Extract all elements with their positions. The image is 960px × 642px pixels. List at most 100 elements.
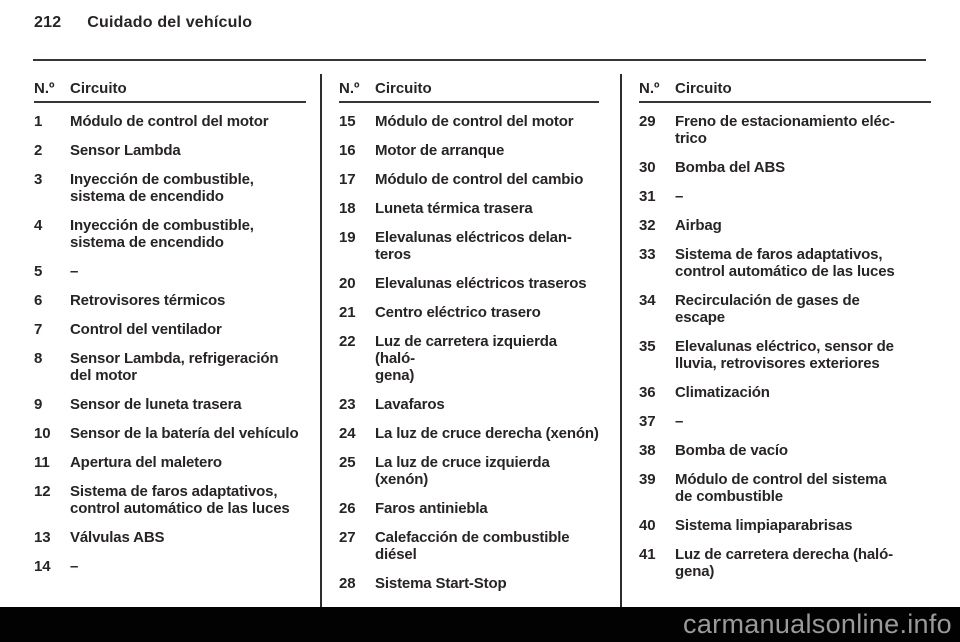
- fuse-rows: 1 Módulo de control del motor 2 Sensor Lamb…: [34, 113, 306, 575]
- fuse-row: 7 Control del ventilador: [34, 321, 306, 338]
- fuse-circuit: Motor de arranque: [375, 142, 505, 159]
- fuse-circuit: Módulo de control del motor: [70, 113, 269, 130]
- fuse-circuit: Bomba del ABS: [675, 159, 786, 176]
- page-header: 212 Cuidado del vehículo: [34, 14, 252, 32]
- fuse-row: 23 Lavafaros: [339, 396, 599, 413]
- fuse-circuit: Inyección de combustible, sistema de enc…: [70, 171, 254, 205]
- fuse-number: 38: [639, 442, 656, 459]
- column-header-circuit: Circuito: [675, 80, 732, 97]
- column-divider: [620, 74, 622, 611]
- fuse-number: 23: [339, 396, 356, 413]
- fuse-number: 9: [34, 396, 43, 413]
- fuse-row: 34 Recirculación de gases de escape: [639, 292, 931, 326]
- fuse-row: 16 Motor de arranque: [339, 142, 599, 159]
- fuse-number: 22: [339, 333, 356, 350]
- fuse-number: 24: [339, 425, 356, 442]
- fuse-table-column-2: N.º Circuito 15 Módulo de control del mot…: [339, 80, 599, 604]
- fuse-circuit: Airbag: [675, 217, 722, 234]
- fuse-row: 29 Freno de estacionamiento eléc- trico: [639, 113, 931, 147]
- fuse-row: 36 Climatización: [639, 384, 931, 401]
- fuse-row: 10 Sensor de la batería del vehículo: [34, 425, 306, 442]
- fuse-rows: 29 Freno de estacionamiento eléc- trico 30…: [639, 113, 931, 580]
- fuse-number: 21: [339, 304, 356, 321]
- fuse-number: 25: [339, 454, 356, 471]
- fuse-row: 39 Módulo de control del sistema de combu…: [639, 471, 931, 505]
- fuse-row: 28 Sistema Start-Stop: [339, 575, 599, 592]
- fuse-circuit: Sensor Lambda, refrigeración del motor: [70, 350, 279, 384]
- fuse-row: 19 Elevalunas eléctricos delan- teros: [339, 229, 599, 263]
- fuse-number: 3: [34, 171, 43, 188]
- fuse-number: 17: [339, 171, 356, 188]
- fuse-circuit: Recirculación de gases de escape: [675, 292, 860, 326]
- fuse-number: 18: [339, 200, 356, 217]
- fuse-circuit: –: [675, 413, 684, 430]
- fuse-row: 24 La luz de cruce derecha (xenón): [339, 425, 599, 442]
- column-header: N.º Circuito: [639, 80, 931, 97]
- fuse-circuit: Sistema de faros adaptativos, control au…: [675, 246, 895, 280]
- fuse-circuit: Sistema limpiaparabrisas: [675, 517, 853, 534]
- column-header-rule: [34, 101, 306, 103]
- fuse-number: 40: [639, 517, 656, 534]
- fuse-number: 33: [639, 246, 656, 263]
- fuse-row: 2 Sensor Lambda: [34, 142, 306, 159]
- fuse-number: 1: [34, 113, 43, 130]
- column-header-circuit: Circuito: [70, 80, 127, 97]
- fuse-number: 7: [34, 321, 43, 338]
- fuse-circuit: –: [70, 263, 79, 280]
- fuse-rows: 15 Módulo de control del motor 16 Motor de …: [339, 113, 599, 592]
- fuse-circuit: –: [70, 558, 79, 575]
- fuse-row: 33 Sistema de faros adaptativos, control …: [639, 246, 931, 280]
- fuse-number: 31: [639, 188, 656, 205]
- fuse-row: 9 Sensor de luneta trasera: [34, 396, 306, 413]
- fuse-circuit: Módulo de control del cambio: [375, 171, 584, 188]
- fuse-row: 41 Luz de carretera derecha (haló- gena): [639, 546, 931, 580]
- fuse-row: 22 Luz de carretera izquierda (haló- gena…: [339, 333, 599, 384]
- fuse-number: 36: [639, 384, 656, 401]
- fuse-number: 14: [34, 558, 51, 575]
- fuse-number: 10: [34, 425, 51, 442]
- fuse-circuit: Módulo de control del sistema de combust…: [675, 471, 887, 505]
- fuse-number: 20: [339, 275, 356, 292]
- fuse-number: 4: [34, 217, 43, 234]
- fuse-number: 8: [34, 350, 43, 367]
- fuse-circuit: La luz de cruce izquierda (xenón): [375, 454, 550, 488]
- fuse-number: 16: [339, 142, 356, 159]
- fuse-circuit: Válvulas ABS: [70, 529, 165, 546]
- fuse-number: 11: [34, 454, 50, 471]
- fuse-row: 38 Bomba de vacío: [639, 442, 931, 459]
- fuse-circuit: Módulo de control del motor: [375, 113, 574, 130]
- fuse-row: 26 Faros antiniebla: [339, 500, 599, 517]
- fuse-circuit: Elevalunas eléctricos traseros: [375, 275, 587, 292]
- fuse-number: 39: [639, 471, 656, 488]
- fuse-row: 13 Válvulas ABS: [34, 529, 306, 546]
- fuse-circuit: Lavafaros: [375, 396, 445, 413]
- fuse-row: 35 Elevalunas eléctrico, sensor de lluvia…: [639, 338, 931, 372]
- fuse-number: 19: [339, 229, 356, 246]
- fuse-number: 12: [34, 483, 51, 500]
- fuse-row: 21 Centro eléctrico trasero: [339, 304, 599, 321]
- column-header-rule: [639, 101, 931, 103]
- fuse-row: 11 Apertura del maletero: [34, 454, 306, 471]
- fuse-circuit: Control del ventilador: [70, 321, 222, 338]
- fuse-circuit: Centro eléctrico trasero: [375, 304, 541, 321]
- watermark-text: carmanualsonline.info: [683, 609, 952, 639]
- fuse-row: 17 Módulo de control del cambio: [339, 171, 599, 188]
- fuse-row: 4 Inyección de combustible, sistema de en…: [34, 217, 306, 251]
- fuse-row: 6 Retrovisores térmicos: [34, 292, 306, 309]
- fuse-row: 3 Inyección de combustible, sistema de en…: [34, 171, 306, 205]
- fuse-number: 27: [339, 529, 356, 546]
- fuse-number: 29: [639, 113, 656, 130]
- fuse-number: 41: [639, 546, 656, 563]
- column-header-circuit: Circuito: [375, 80, 432, 97]
- fuse-circuit: Luneta térmica trasera: [375, 200, 533, 217]
- page-number: 212: [34, 14, 62, 31]
- fuse-row: 12 Sistema de faros adaptativos, control …: [34, 483, 306, 517]
- fuse-number: 34: [639, 292, 656, 309]
- fuse-circuit: Retrovisores térmicos: [70, 292, 226, 309]
- fuse-number: 32: [639, 217, 656, 234]
- fuse-number: 26: [339, 500, 356, 517]
- fuse-circuit: Bomba de vacío: [675, 442, 788, 459]
- chapter-title: Cuidado del vehículo: [87, 14, 253, 31]
- fuse-circuit: Elevalunas eléctrico, sensor de lluvia, …: [675, 338, 894, 372]
